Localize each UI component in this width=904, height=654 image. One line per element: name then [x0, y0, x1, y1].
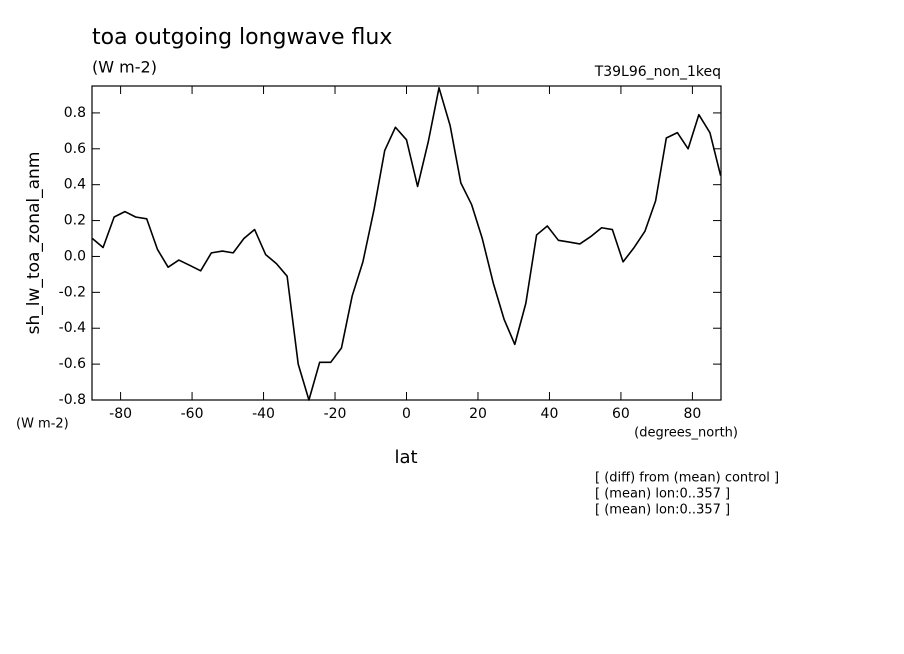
y-tick-label: -0.6 — [59, 356, 86, 372]
y-axis-label: sh_lw_toa_zonal_anm — [24, 152, 44, 335]
y-tick-label: 0.6 — [64, 141, 86, 157]
data-line — [91, 86, 722, 401]
x-tick-label: 60 — [612, 406, 630, 422]
chart-subtitle: (W m-2) — [92, 58, 157, 77]
note: [ (mean) lon:0..357 ] — [595, 503, 730, 518]
y-tick-label: 0.4 — [64, 177, 86, 193]
y-tick-label: 0.2 — [64, 213, 86, 229]
note: [ (mean) lon:0..357 ] — [595, 487, 730, 502]
note: [ (diff) from (mean) control ] — [595, 471, 779, 486]
x-tick-label: -40 — [252, 406, 275, 422]
x-tick-label: 80 — [683, 406, 701, 422]
y-tick-label: 0.0 — [64, 248, 86, 264]
y-tick-label: -0.2 — [59, 284, 86, 300]
x-units: (degrees_north) — [634, 426, 738, 441]
x-tick-label: 40 — [541, 406, 559, 422]
x-axis-label: lat — [394, 447, 417, 468]
x-tick-label: 20 — [469, 406, 487, 422]
x-tick-label: 0 — [402, 406, 411, 422]
plot-frame — [91, 85, 722, 401]
run-label: T39L96_non_1keq — [594, 64, 721, 80]
y-tick-label: -0.4 — [59, 320, 86, 336]
y-tick-label: 0.8 — [64, 105, 86, 121]
y-units: (W m-2) — [16, 417, 69, 432]
chart-title: toa outgoing longwave flux — [92, 25, 392, 50]
x-tick-label: -80 — [109, 406, 132, 422]
y-tick-label: -0.8 — [59, 392, 86, 408]
x-tick-label: -20 — [324, 406, 347, 422]
x-tick-label: -60 — [181, 406, 204, 422]
